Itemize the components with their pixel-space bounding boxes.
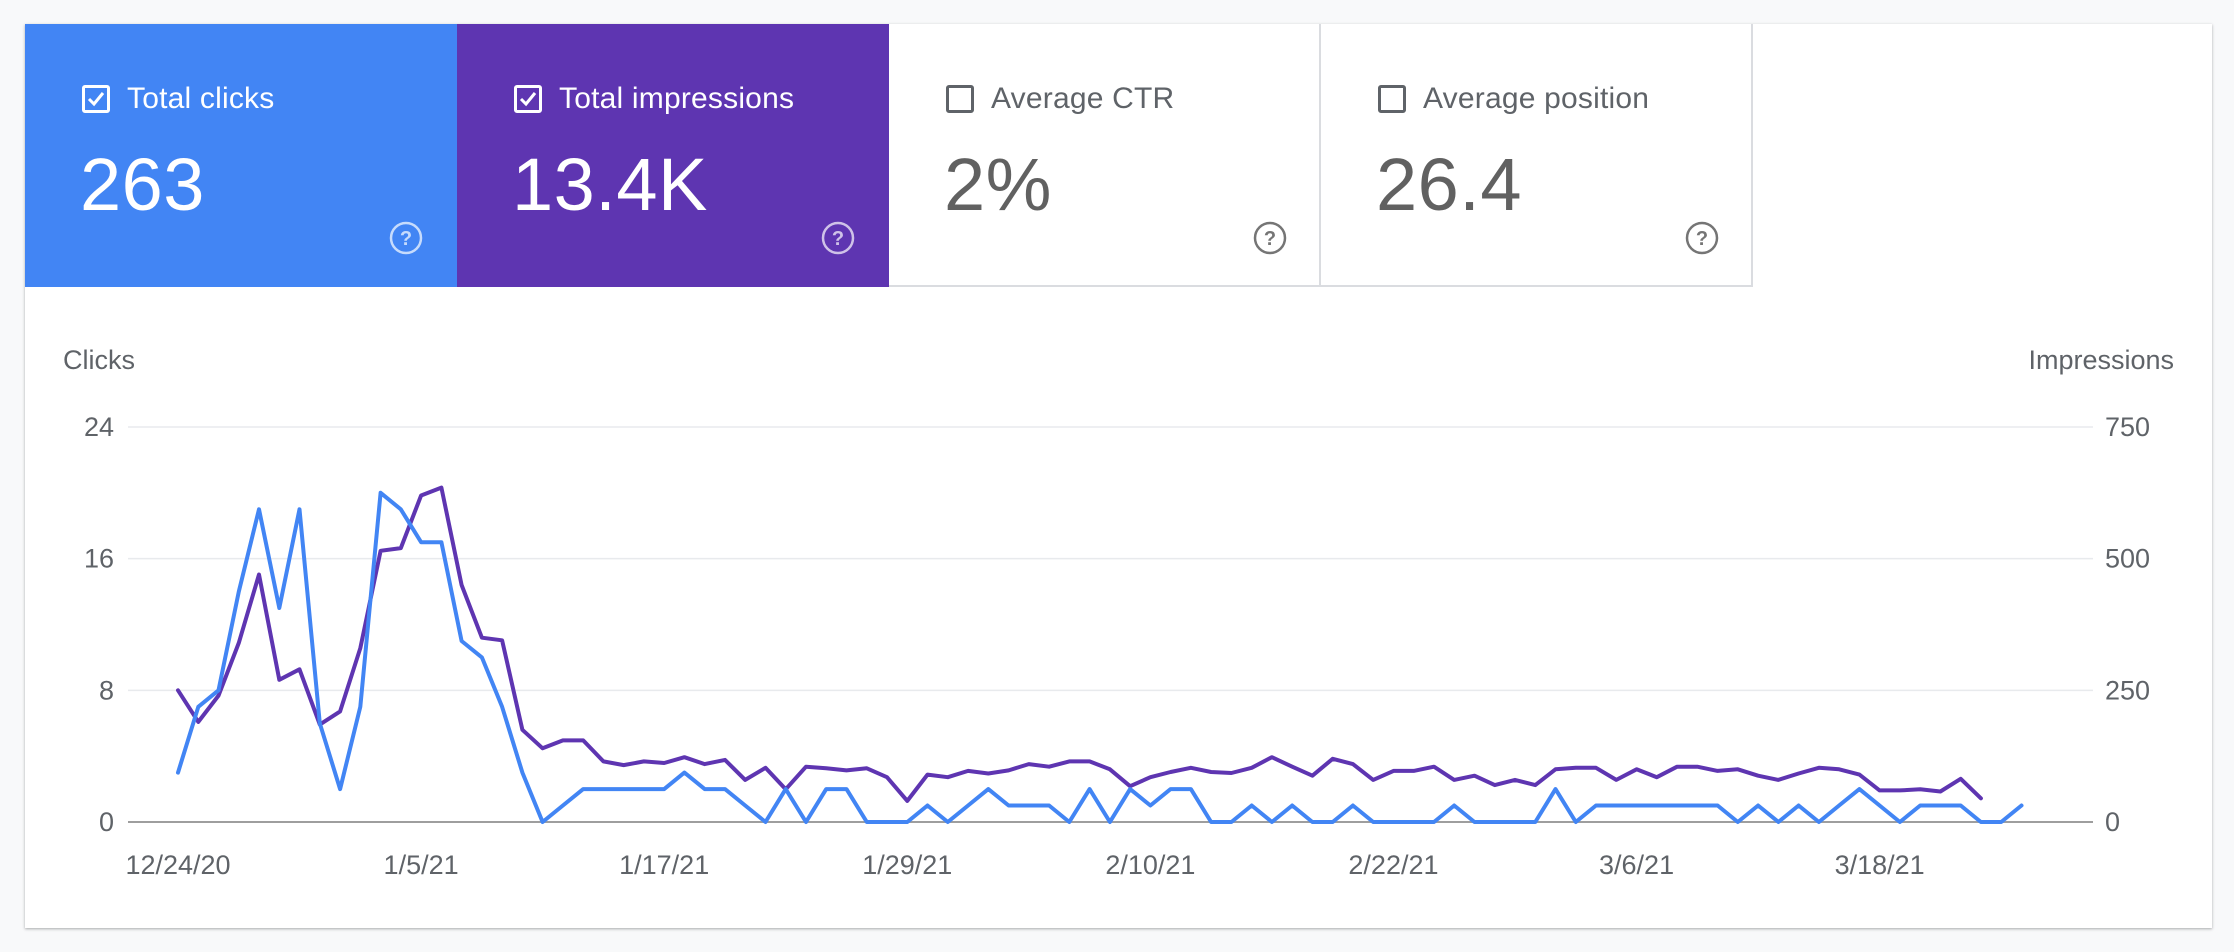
- svg-text:?: ?: [400, 228, 412, 250]
- performance-chart: Clicks Impressions 0 0 8 250 16 500 24 750 12/24…: [25, 287, 2212, 928]
- help-icon[interactable]: ?: [1684, 220, 1720, 256]
- right-tick-label: 500: [2105, 544, 2150, 574]
- total-clicks-value: 263: [80, 143, 205, 226]
- x-tick-label: 1/17/21: [619, 850, 709, 880]
- metric-tiles: Total clicks 263 ? Total impressions 13.…: [25, 24, 1753, 287]
- average-ctr-checkbox[interactable]: [946, 85, 974, 113]
- svg-text:?: ?: [832, 228, 844, 250]
- average-position-label: Average position: [1423, 82, 1650, 115]
- right-tick-label: 0: [2105, 807, 2120, 837]
- right-tick-label: 250: [2105, 675, 2150, 705]
- chart-svg: 0 0 8 250 16 500 24 750 12/24/20 1/5/21 1/17/21 1/2…: [84, 412, 2150, 880]
- left-tick-label: 8: [99, 675, 114, 705]
- average-position-value: 26.4: [1376, 143, 1523, 226]
- average-ctr-label: Average CTR: [991, 82, 1175, 115]
- x-tick-label: 2/10/21: [1105, 850, 1195, 880]
- x-tick-label: 1/29/21: [862, 850, 952, 880]
- left-tick-label: 24: [84, 412, 114, 442]
- check-icon: [519, 92, 537, 107]
- right-axis-title: Impressions: [2028, 345, 2174, 375]
- tile-total-clicks[interactable]: Total clicks 263 ?: [25, 24, 457, 287]
- average-ctr-value: 2%: [944, 143, 1052, 226]
- average-position-checkbox[interactable]: [1378, 85, 1406, 113]
- help-icon[interactable]: ?: [820, 220, 856, 256]
- right-tick-label: 750: [2105, 412, 2150, 442]
- left-tick-label: 16: [84, 544, 114, 574]
- performance-card: Total clicks 263 ? Total impressions 13.…: [25, 24, 2212, 928]
- total-impressions-checkbox[interactable]: [514, 85, 542, 113]
- total-clicks-label: Total clicks: [127, 82, 275, 115]
- tile-average-position[interactable]: Average position 26.4 ?: [1321, 24, 1753, 287]
- x-tick-label: 2/22/21: [1348, 850, 1438, 880]
- left-axis-title: Clicks: [63, 345, 135, 375]
- x-tick-label: 1/5/21: [384, 850, 459, 880]
- help-icon[interactable]: ?: [388, 220, 424, 256]
- clicks-series-line: [176, 490, 2024, 824]
- x-tick-label: 3/18/21: [1835, 850, 1925, 880]
- svg-text:?: ?: [1264, 228, 1276, 250]
- x-tick-label: 3/6/21: [1599, 850, 1674, 880]
- total-impressions-label: Total impressions: [559, 82, 795, 115]
- impressions-series-line: [176, 485, 1983, 803]
- tile-average-ctr[interactable]: Average CTR 2% ?: [889, 24, 1321, 287]
- left-tick-label: 0: [99, 807, 114, 837]
- total-impressions-value: 13.4K: [512, 143, 708, 226]
- check-icon: [87, 92, 105, 107]
- tile-total-impressions[interactable]: Total impressions 13.4K ?: [457, 24, 889, 287]
- x-tick-label: 12/24/20: [125, 850, 230, 880]
- total-clicks-checkbox[interactable]: [82, 85, 110, 113]
- svg-text:?: ?: [1696, 228, 1708, 250]
- help-icon[interactable]: ?: [1252, 220, 1288, 256]
